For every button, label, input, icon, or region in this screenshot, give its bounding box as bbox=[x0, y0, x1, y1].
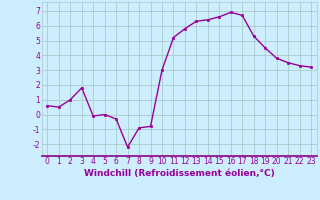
X-axis label: Windchill (Refroidissement éolien,°C): Windchill (Refroidissement éolien,°C) bbox=[84, 169, 275, 178]
